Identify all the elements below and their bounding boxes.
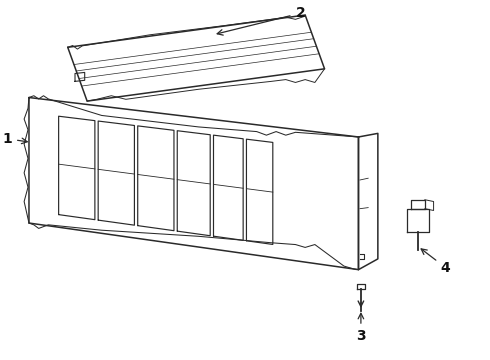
Text: 4: 4 <box>421 249 451 275</box>
Text: 1: 1 <box>2 132 27 146</box>
Text: 3: 3 <box>356 313 366 343</box>
Text: 2: 2 <box>217 6 305 35</box>
